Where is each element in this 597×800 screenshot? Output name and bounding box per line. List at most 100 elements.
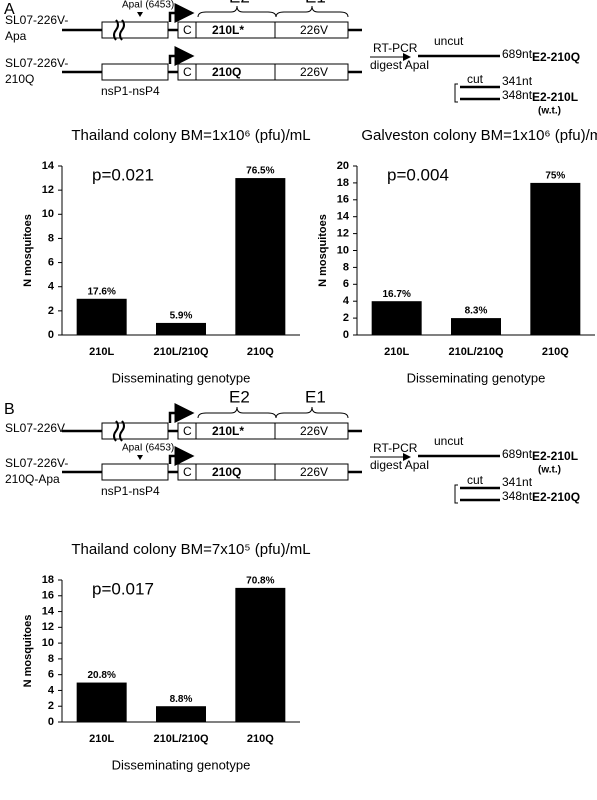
size-label: 341nt — [502, 475, 533, 489]
bar — [530, 182, 581, 335]
box-label: C — [183, 424, 192, 438]
x-tick-label: 210Q — [247, 733, 274, 745]
y-tick-label: 14 — [42, 605, 55, 617]
allele-label: E2-210L — [532, 449, 578, 463]
y-tick-label: 0 — [48, 716, 54, 728]
band-label: uncut — [434, 434, 464, 448]
y-tick-label: 0 — [343, 329, 349, 341]
x-tick-label: 210L/210Q — [153, 346, 208, 358]
y-tick-label: 8 — [48, 232, 54, 244]
y-axis-label: N mosquitoes — [22, 615, 34, 688]
bar — [76, 682, 127, 722]
band-label: uncut — [434, 34, 464, 48]
construct-name: 210Q-Apa — [5, 472, 60, 486]
bar — [76, 298, 127, 335]
value-label: 17.6% — [87, 286, 115, 297]
gene-label: E2 — [229, 387, 250, 406]
y-tick-label: 2 — [343, 312, 349, 324]
y-tick-label: 2 — [48, 700, 54, 712]
x-axis-label: Disseminating genotype — [112, 370, 251, 385]
bar — [156, 706, 206, 722]
panel-a-diagram: A ApaI (6453) E2 E1 SL07-226V- Apa C 210… — [4, 0, 580, 117]
y-tick-label: 18 — [337, 177, 349, 189]
y-axis-label: N mosquitoes — [22, 214, 34, 287]
allele-note: (w.t.) — [538, 465, 561, 476]
allele-note: (w.t.) — [538, 106, 561, 117]
y-tick-label: 12 — [42, 184, 54, 196]
y-tick-label: 0 — [48, 329, 54, 341]
y-axis-label: N mosquitoes — [317, 214, 329, 287]
y-tick-label: 12 — [337, 228, 349, 240]
bar — [371, 301, 422, 335]
box-label: 226V — [300, 424, 328, 438]
allele-label: E2-210L — [532, 90, 578, 104]
y-tick-label: 14 — [42, 160, 55, 172]
construct-name: SL07-226V- — [5, 13, 68, 27]
y-tick-label: 10 — [337, 244, 349, 256]
y-tick-label: 10 — [42, 208, 54, 220]
p-value: p=0.004 — [387, 165, 449, 184]
value-label: 75% — [545, 171, 565, 182]
panel-label: B — [4, 401, 15, 418]
x-tick-label: 210L/210Q — [448, 346, 503, 358]
band-label: cut — [467, 473, 484, 487]
method: RT-PCR — [373, 41, 418, 55]
y-tick-label: 2 — [48, 305, 54, 317]
x-axis-label: Disseminating genotype — [407, 370, 546, 385]
chart-title: Thailand colony BM=7x10⁵ (pfu)/mL — [71, 541, 310, 558]
p-value: p=0.017 — [92, 579, 154, 598]
box-label: 226V — [300, 465, 328, 479]
size-label: 689nt — [502, 47, 533, 61]
x-tick-label: 210L — [89, 733, 114, 745]
gene-label: E1 — [305, 0, 326, 6]
box-label: 226V — [300, 65, 328, 79]
box-label: 210Q — [212, 465, 241, 479]
box-label: 210L* — [212, 424, 244, 438]
x-tick-label: 210Q — [247, 346, 274, 358]
value-label: 16.7% — [382, 289, 410, 300]
nsp-label: nsP1-nsP4 — [101, 484, 160, 498]
site-label: ApaI (6453) — [122, 0, 174, 11]
gene-label: E2 — [229, 0, 250, 6]
y-tick-label: 16 — [42, 590, 54, 602]
gene-label: E1 — [305, 387, 326, 406]
y-tick-label: 4 — [48, 281, 55, 293]
y-tick-label: 18 — [42, 574, 54, 586]
size-label: 689nt — [502, 447, 533, 461]
y-tick-label: 4 — [343, 295, 350, 307]
x-tick-label: 210L — [384, 346, 409, 358]
y-tick-label: 20 — [337, 160, 349, 172]
box-label: 210Q — [212, 65, 241, 79]
box-label: C — [183, 465, 192, 479]
x-tick-label: 210Q — [542, 346, 569, 358]
y-tick-label: 14 — [337, 211, 350, 223]
x-tick-label: 210L — [89, 346, 114, 358]
value-label: 76.5% — [246, 166, 274, 177]
x-tick-label: 210L/210Q — [153, 733, 208, 745]
panel-b-diagram: B E2 E1 SL07-226V C 210L* 226V ApaI (645… — [4, 387, 580, 504]
x-axis-label: Disseminating genotype — [112, 757, 251, 772]
y-tick-label: 6 — [48, 256, 54, 268]
bar — [235, 587, 286, 722]
size-label: 348nt — [502, 88, 533, 102]
panel-label: A — [4, 1, 15, 18]
y-tick-label: 12 — [42, 621, 54, 633]
allele-label: E2-210Q — [532, 50, 580, 64]
band-label: cut — [467, 72, 484, 86]
y-tick-label: 6 — [343, 278, 349, 290]
y-tick-label: 8 — [48, 653, 54, 665]
nsp-label: nsP1-nsP4 — [101, 84, 160, 98]
size-label: 348nt — [502, 489, 533, 503]
bar — [235, 178, 286, 335]
method: digest ApaI — [370, 458, 429, 472]
construct-name: SL07-226V- — [5, 56, 68, 70]
allele-label: E2-210Q — [532, 490, 580, 504]
box-label: C — [183, 23, 192, 37]
box-label: C — [183, 65, 192, 79]
y-tick-label: 8 — [343, 261, 349, 273]
box-label: 210L* — [212, 23, 244, 37]
value-label: 5.9% — [170, 311, 193, 322]
site-label: ApaI (6453) — [122, 443, 174, 454]
bar — [156, 322, 206, 335]
value-label: 8.8% — [170, 694, 193, 705]
